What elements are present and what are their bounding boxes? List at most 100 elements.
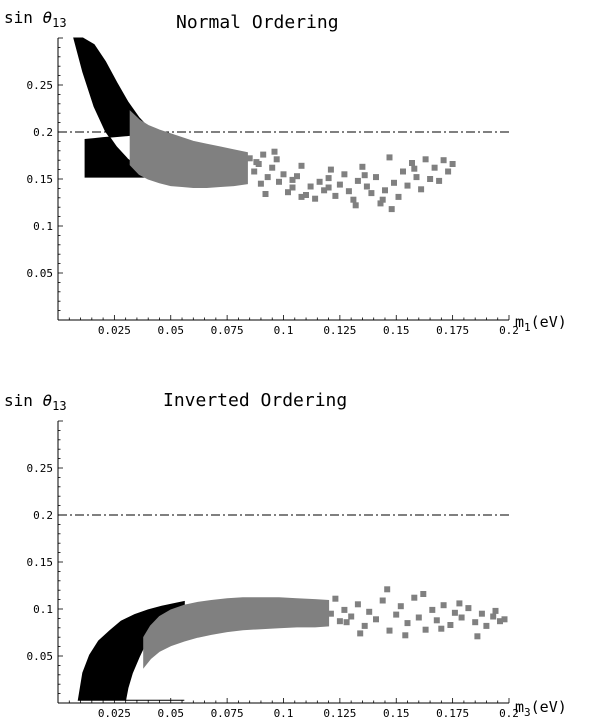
data-point <box>341 606 348 613</box>
y-tick-label: 0.15 <box>27 173 54 186</box>
data-point <box>312 195 319 202</box>
data-point <box>377 200 384 207</box>
data-point <box>363 183 370 190</box>
data-point <box>359 163 366 170</box>
data-point <box>440 602 447 609</box>
y-tick-label: 0.05 <box>27 650 54 663</box>
data-point <box>276 178 282 185</box>
data-point <box>298 162 305 169</box>
chart-title: Normal Ordering <box>176 12 339 33</box>
y-tick-label: 0.25 <box>27 462 54 475</box>
data-point <box>404 620 411 627</box>
data-point <box>253 159 260 166</box>
data-point <box>273 156 280 163</box>
data-point <box>373 616 379 623</box>
y-axis-label: sin θ13 <box>4 8 67 30</box>
y-axis-label: sin θ13 <box>4 391 67 413</box>
x-tick-label: 0.15 <box>383 707 410 717</box>
data-point <box>316 178 323 185</box>
data-point <box>418 186 425 193</box>
data-point <box>438 625 445 632</box>
x-tick-label: 0.1 <box>274 324 294 337</box>
data-point <box>445 168 452 175</box>
data-point <box>352 202 359 209</box>
x-tick-label: 0.175 <box>436 707 469 717</box>
y-tick-label: 0.15 <box>27 556 54 569</box>
data-point <box>269 164 276 171</box>
x-axis-label: m1(eV) <box>515 313 567 334</box>
data-point <box>257 180 264 187</box>
data-point <box>397 603 404 610</box>
data-point <box>289 176 296 183</box>
data-point <box>264 174 271 181</box>
x-tick-label: 0.125 <box>323 707 356 717</box>
data-point <box>440 157 447 164</box>
data-point <box>345 188 352 195</box>
data-point <box>465 605 472 612</box>
data-point <box>341 171 348 178</box>
data-point <box>321 604 328 611</box>
data-point <box>366 608 373 615</box>
data-point <box>382 187 388 194</box>
data-point <box>379 196 386 203</box>
y-tick-label: 0.2 <box>33 509 53 522</box>
data-point <box>325 184 332 191</box>
data-point <box>332 595 339 602</box>
data-point <box>436 177 443 184</box>
data-point <box>294 173 300 180</box>
data-point <box>354 601 361 608</box>
x-tick-label: 0.05 <box>158 707 185 717</box>
data-point <box>285 189 291 196</box>
inverted-ordering-panel: sin θ13 Inverted Ordering m3(eV) 0.05 0.1… <box>4 390 567 717</box>
x-tick-label: 0.075 <box>211 324 244 337</box>
gray-region <box>143 597 330 669</box>
y-tick-label: 0.1 <box>33 220 53 233</box>
normal-ordering-panel: sin θ13 Normal Ordering m1(eV) 0.05 0.1 0.… <box>4 8 567 337</box>
data-point <box>409 160 415 166</box>
data-point <box>451 609 458 616</box>
y-tick-label: 0.25 <box>27 79 54 92</box>
data-point <box>368 190 375 197</box>
data-point <box>251 168 258 175</box>
data-point <box>260 151 267 158</box>
data-point <box>325 175 332 182</box>
data-point <box>395 193 402 200</box>
x-axis-label: m3(eV) <box>515 698 567 717</box>
data-point <box>447 622 454 628</box>
data-point <box>307 183 314 190</box>
data-point <box>262 191 269 197</box>
data-point <box>321 187 328 194</box>
data-point <box>422 626 429 633</box>
data-point <box>289 184 296 191</box>
data-point <box>456 600 463 607</box>
data-point <box>492 607 499 614</box>
data-point <box>332 192 339 199</box>
data-point <box>379 597 386 604</box>
data-point <box>336 181 343 188</box>
y-tick-label: 0.05 <box>27 267 54 280</box>
data-point <box>373 174 379 181</box>
data-point <box>458 614 465 621</box>
data-point <box>303 192 309 198</box>
data-point <box>415 614 422 621</box>
data-point <box>422 156 429 163</box>
data-point <box>431 164 438 171</box>
chart-title: Inverted Ordering <box>163 390 347 411</box>
data-point <box>393 611 400 618</box>
x-tick-label: 0.15 <box>383 324 410 337</box>
data-point <box>384 586 391 593</box>
data-point <box>474 633 481 640</box>
data-point <box>402 632 409 639</box>
data-point <box>472 619 479 626</box>
data-point <box>361 622 368 629</box>
data-point <box>327 166 334 173</box>
data-point <box>348 613 355 620</box>
data-point <box>411 165 418 172</box>
x-tick-label: 0.2 <box>499 324 519 337</box>
data-point <box>490 613 497 620</box>
data-point <box>386 154 393 161</box>
data-point <box>336 618 343 625</box>
data-point <box>327 610 334 617</box>
data-point <box>413 174 420 181</box>
